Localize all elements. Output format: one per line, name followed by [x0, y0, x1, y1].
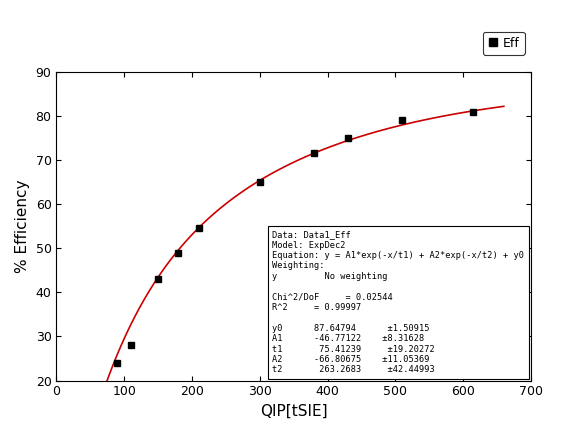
- Text: Data: Data1_Eff
Model: ExpDec2
Equation: y = A1*exp(-x/t1) + A2*exp(-x/t2) + y0
: Data: Data1_Eff Model: ExpDec2 Equation:…: [272, 230, 525, 375]
- Y-axis label: % Efficiency: % Efficiency: [15, 180, 30, 273]
- Legend: Eff: Eff: [483, 32, 525, 55]
- X-axis label: QIP[tSIE]: QIP[tSIE]: [260, 404, 328, 419]
